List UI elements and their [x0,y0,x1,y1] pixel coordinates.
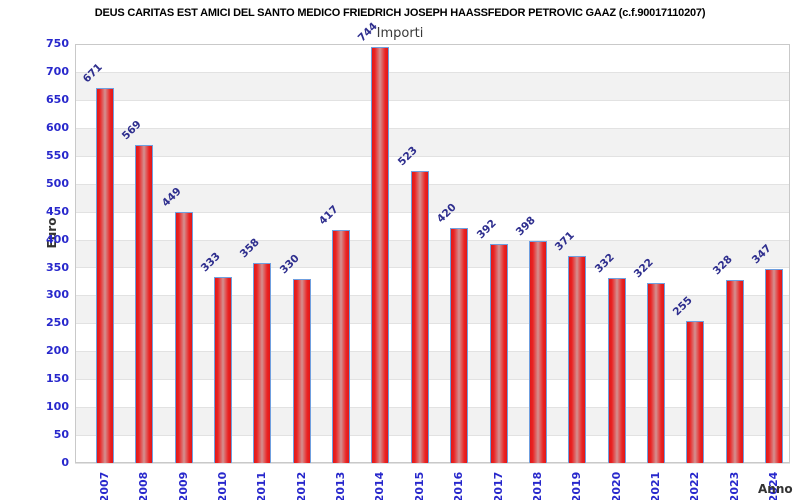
x-tick-label: 2019 [570,471,584,500]
x-tick-label: 2022 [688,471,702,500]
x-tick-label: 2020 [609,471,623,500]
gridline [75,267,790,269]
x-tick-label: 2015 [412,471,426,500]
gridline [75,463,790,464]
y-tick-label: 0 [61,456,69,469]
y-tick-label: 650 [46,92,69,106]
bar [292,278,311,463]
x-tick-label: 2012 [294,471,308,500]
plot-band [75,71,790,100]
y-tick-label: 300 [46,288,69,302]
bar [489,244,508,463]
plot-band [75,183,790,212]
plot-band [75,351,790,380]
bar-value-label: 744 [356,20,381,45]
y-tick-label: 50 [53,428,69,442]
x-tick-label: 2016 [452,471,466,500]
bar [96,88,114,463]
plot-band [75,211,790,240]
x-tick-label: 2013 [334,471,348,500]
plot-band [75,379,790,408]
y-tick-label: 600 [46,120,69,134]
plot-band [75,267,790,296]
bar [253,263,272,463]
x-tick-label: 2017 [491,471,505,500]
x-tick-label: 2009 [176,471,190,500]
y-tick-label: 750 [46,37,69,50]
x-axis-title: Anno [758,482,793,496]
y-tick-label: 200 [46,344,69,358]
plot-band [75,435,790,463]
gridline [75,239,790,241]
gridline [75,407,790,409]
plot-band [75,99,790,128]
y-tick-label: 500 [46,176,69,190]
bar [528,240,547,463]
bar [371,47,390,463]
x-tick-label: 2010 [216,471,230,500]
bar [410,170,429,463]
y-tick-label: 150 [46,372,69,386]
gridline [75,71,790,73]
gridline [75,99,790,101]
x-tick-label: 2021 [648,471,662,500]
gridline [75,183,790,185]
bar [607,277,626,463]
y-tick-label: 350 [46,260,69,274]
gridline [75,127,790,129]
bar [765,269,783,463]
y-tick-label: 250 [46,316,69,330]
bar [725,279,744,463]
plot-frame [75,44,790,463]
y-tick-label: 550 [46,148,69,162]
x-tick-label: 2007 [98,471,111,500]
bar [646,283,665,463]
plot-band [75,323,790,352]
y-tick-label: 400 [46,232,69,246]
x-tick-label: 2011 [255,471,269,500]
x-tick-label: 2014 [373,471,387,500]
plot-band [75,44,790,72]
x-tick-label: 2008 [137,471,151,500]
bar [686,320,705,463]
gridline [75,351,790,353]
x-tick-label: 2018 [530,471,544,500]
plot-band [75,155,790,184]
x-tick-label: 2023 [727,471,741,500]
gridline [75,323,790,325]
bar [450,228,469,463]
gridline [75,435,790,437]
gridline [75,379,790,381]
bar [568,255,587,463]
bar [135,145,154,463]
plot-band [75,407,790,436]
y-tick-label: 100 [46,400,69,414]
chart-title: DEUS CARITAS EST AMICI DEL SANTO MEDICO … [94,7,706,19]
plot-band [75,239,790,268]
bar [214,277,233,463]
bar [174,212,193,463]
gridline [75,155,790,157]
gridline [75,295,790,297]
bar [332,230,351,463]
plot-band [75,295,790,324]
y-tick-label: 450 [46,204,69,218]
y-tick-label: 700 [46,64,69,78]
gridline [75,211,790,213]
chart-subtitle: Importi [376,26,424,41]
plot-band [75,127,790,156]
